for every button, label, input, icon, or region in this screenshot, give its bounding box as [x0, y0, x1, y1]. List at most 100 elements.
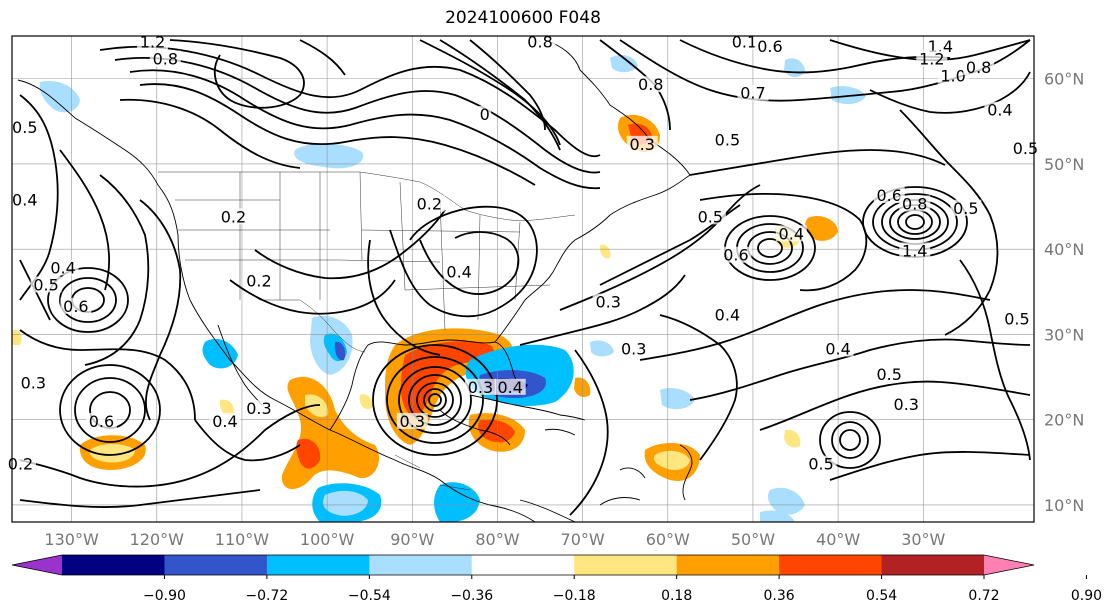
contour-label-bg [937, 67, 969, 84]
longitude-tick-label: 40°W [816, 530, 860, 549]
contour-label: 0.3 [894, 395, 919, 414]
colorbar-tick-label: 0.36 [764, 588, 795, 604]
contour-label-bg [478, 106, 492, 122]
contour-label-bg [209, 412, 241, 429]
latitude-tick-label: 60°N [1044, 70, 1084, 89]
contour-label: 0.5 [33, 276, 58, 295]
colorbar-outline [11, 554, 1035, 576]
contour-label-bg [754, 37, 786, 54]
contour-label-bg [149, 50, 181, 67]
contour-label-bg [711, 131, 743, 148]
contour-label-bg [524, 33, 556, 50]
colorbar-tick-label: 0.18 [661, 588, 692, 604]
colorbar-extend-min [12, 555, 62, 575]
contour-label-bg [924, 37, 956, 54]
contour-label-bg [916, 50, 948, 67]
contour-label: 0.1 [732, 33, 757, 52]
contour-label: 0.3 [468, 378, 493, 397]
longitude-tick-label: 50°W [731, 530, 775, 549]
contour-label: 0.5 [698, 207, 723, 226]
contour-label: 0.5 [12, 118, 37, 137]
contour-label: 0.2 [417, 195, 442, 214]
contour-label-bg [17, 374, 49, 391]
contour-label: 1.2 [919, 50, 944, 69]
contour-label-bg [30, 276, 62, 293]
contour-label-bg [720, 246, 752, 263]
contour-label: 0.4 [715, 305, 740, 324]
colorbar-segment [266, 555, 370, 575]
contour-label-bg [1009, 140, 1041, 157]
longitude-tick-label: 120°W [130, 530, 185, 549]
contour-label: 0.6 [876, 186, 901, 205]
contour-label: 0.5 [953, 199, 978, 218]
contour-label: 0.8 [966, 58, 991, 77]
longitude-tick-label: 30°W [901, 530, 945, 549]
contour-label-bg [464, 378, 496, 395]
contour-label: 0.4 [12, 190, 37, 209]
colorbar [11, 554, 1087, 579]
contour-label-bg [737, 84, 769, 101]
colorbar-segment [574, 555, 678, 575]
contour-label: 0 [480, 105, 490, 124]
contour-label: 0.3 [621, 339, 646, 358]
contour-label: 0.5 [876, 365, 901, 384]
contour-label-bg [1001, 310, 1033, 327]
contour-label-bg [711, 306, 743, 323]
contour-label: 0.4 [446, 263, 471, 282]
contour-label: 0.4 [779, 224, 804, 243]
longitude-tick-label: 70°W [561, 530, 605, 549]
colorbar-segment [164, 555, 268, 575]
colorbar-tick-label: −0.72 [245, 588, 288, 604]
contour-label-bg [626, 135, 658, 152]
contour-label: 0.6 [757, 37, 782, 56]
colorbar-segment [779, 555, 883, 575]
map-frame [11, 35, 1035, 523]
contour-label: 0.3 [21, 374, 46, 393]
latitude-tick-label: 20°N [1044, 411, 1084, 430]
latitude-tick-label: 10°N [1044, 496, 1084, 515]
contour-label-bg [984, 101, 1016, 118]
longitude-tick-label: 130°W [44, 530, 99, 549]
contour-label-bg [243, 272, 275, 289]
contour-label: 0.8 [153, 50, 178, 69]
colorbar-tick-label: −0.90 [143, 588, 186, 604]
contour-label-bg [413, 195, 445, 212]
contour-label: 0.5 [1013, 139, 1038, 158]
contour-label: 0.8 [902, 195, 927, 214]
contour-label: 1.2 [140, 33, 165, 52]
contour-label-bg [243, 400, 275, 417]
map-title: 2024100600 F048 [445, 8, 601, 28]
contour-label-bg [592, 293, 624, 310]
contour-label-bg [396, 412, 428, 429]
contour-label: 0.7 [740, 84, 765, 103]
contour-label: 0.6 [63, 297, 88, 316]
colorbar-tick-label: −0.54 [348, 588, 391, 604]
colorbar-segment [881, 555, 985, 575]
colorbar-tick-label: 0.72 [968, 588, 999, 604]
colorbar-segment [471, 555, 575, 575]
longitude-tick-label: 80°W [475, 530, 519, 549]
contour-label: 0.6 [723, 246, 748, 265]
contour-label-bg [890, 395, 922, 412]
contour-label: 0.3 [595, 293, 620, 312]
contour-label-bg [443, 263, 475, 280]
contour-label: 0.8 [638, 75, 663, 94]
colorbar-extend-max [984, 555, 1034, 575]
contour-label-bg [85, 412, 117, 429]
contour-label-bg [137, 33, 169, 50]
contour-label-bg [899, 195, 931, 212]
coastlines [17, 39, 693, 523]
map-area [12, 36, 1034, 522]
contour-label-bg [805, 455, 837, 472]
contour-label: 0.4 [987, 101, 1012, 120]
graticule [12, 36, 1034, 522]
contour-label-bg [694, 208, 726, 225]
contour-label-bg [60, 297, 92, 314]
colorbar-segment [369, 555, 473, 575]
contour-label-bg [822, 340, 854, 357]
contour-lines [19, 39, 1031, 516]
contour-label-bg [963, 59, 995, 76]
contour-label: 0.4 [497, 378, 522, 397]
longitude-tick-label: 110°W [215, 530, 270, 549]
